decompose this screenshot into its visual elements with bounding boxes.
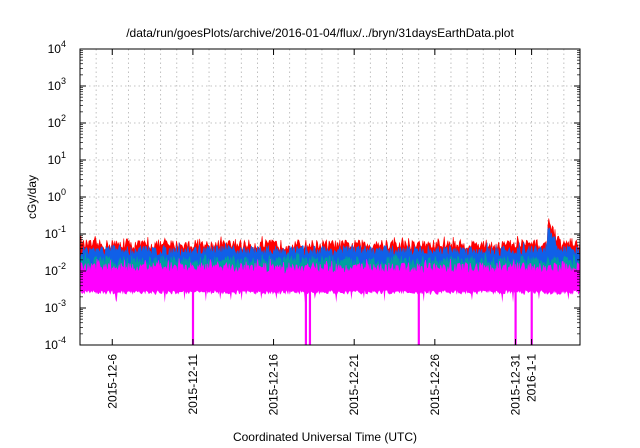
series-3-dropout: [530, 290, 533, 345]
y-tick-label: 10-2: [45, 261, 66, 278]
series-3-dropout: [308, 290, 312, 345]
x-tick-label: 2015-12-21: [347, 354, 361, 416]
y-tick-label: 101: [48, 150, 66, 167]
series-3-dropout: [417, 290, 420, 345]
x-tick-label: 2016-1-1: [525, 354, 539, 402]
series-3-dropout: [514, 290, 517, 345]
x-tick-label: 2015-12-31: [508, 354, 522, 416]
y-tick-label: 104: [48, 39, 66, 56]
y-tick-label: 102: [48, 113, 66, 130]
y-tick-label: 100: [48, 187, 66, 204]
plot-frame: [79, 48, 581, 346]
x-tick-label: 2015-12-26: [428, 354, 442, 416]
series-3-floor-mask: [80, 290, 580, 345]
x-axis: 2015-12-6 2015-12-11 2015-12-16 2015-12-21 2…: [105, 49, 539, 416]
y-tick-label: 10-4: [45, 335, 66, 352]
y-tick-label: 103: [48, 76, 66, 93]
chart-title: /data/run/goesPlots/archive/2016-01-04/f…: [126, 26, 514, 40]
x-axis-label: Coordinated Universal Time (UTC): [233, 430, 417, 444]
series-3-dropout: [304, 290, 308, 345]
y-tick-label: 10-3: [45, 298, 66, 315]
series-layer: [79, 218, 581, 346]
y-tick-label: 10-1: [45, 224, 66, 241]
x-tick-label: 2015-12-6: [105, 354, 119, 409]
x-tick-label: 2015-12-16: [267, 354, 281, 416]
series-3-dropout: [191, 290, 195, 345]
y-axis-label: cGy/day: [25, 175, 39, 219]
x-tick-label: 2015-12-11: [186, 354, 200, 415]
